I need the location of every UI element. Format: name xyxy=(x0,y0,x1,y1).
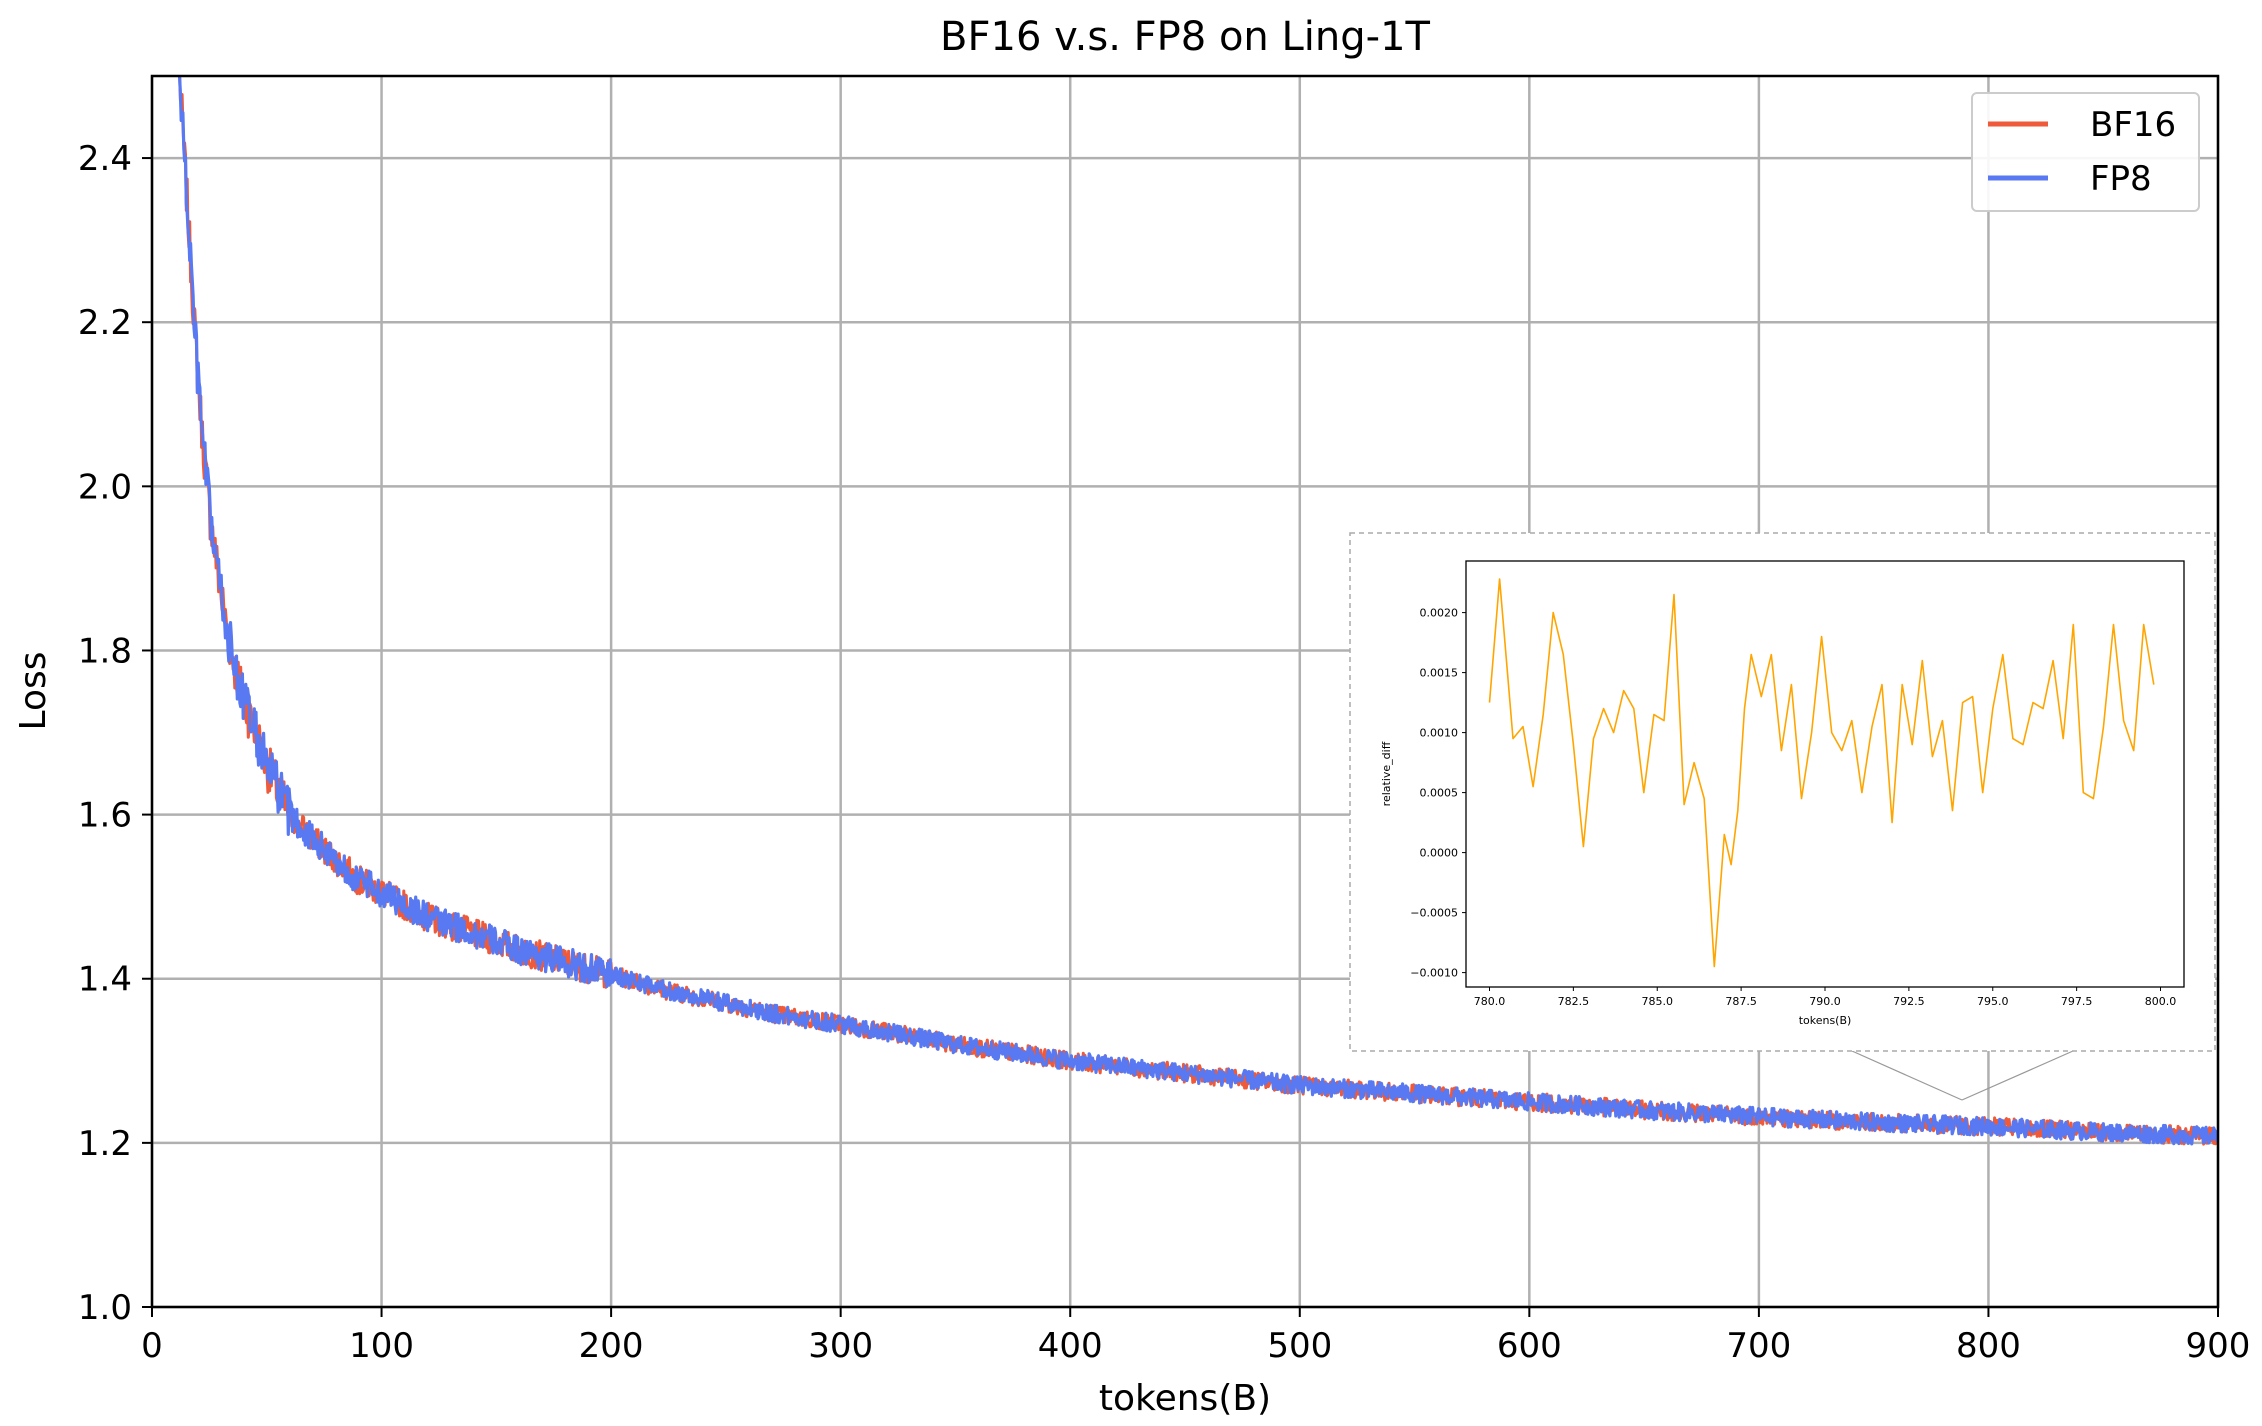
x-tick-label: 0 xyxy=(141,1326,163,1366)
y-tick-label: 1.6 xyxy=(78,796,132,836)
chart-title: BF16 v.s. FP8 on Ling-1T xyxy=(940,14,1430,60)
y-tick-label: 1.0 xyxy=(78,1288,132,1328)
inset-x-tick-label: 797.5 xyxy=(2061,995,2093,1008)
inset-y-tick-label: −0.0005 xyxy=(1410,907,1458,920)
x-tick-label: 700 xyxy=(1726,1326,1791,1366)
y-tick-label: 2.4 xyxy=(78,139,132,179)
legend-label-bf16: BF16 xyxy=(2090,105,2176,145)
inset-series-group xyxy=(1488,578,2155,968)
inset-x-tick-label: 792.5 xyxy=(1893,995,1925,1008)
inset-y-axis-label: relative_diff xyxy=(1380,741,1393,806)
inset-x-tick-label: 787.5 xyxy=(1725,995,1757,1008)
zoom-connector-left xyxy=(1851,1050,1963,1101)
series-line-fp8 xyxy=(177,76,2218,1146)
inset-x-tick-label: 795.0 xyxy=(1977,995,2009,1008)
inset-background xyxy=(1349,532,2216,1052)
x-tick-label: 300 xyxy=(808,1326,873,1366)
inset-y-tick-label: 0.0015 xyxy=(1420,667,1459,680)
inset-y-tick-label: 0.0010 xyxy=(1420,727,1459,740)
main-series-group xyxy=(177,76,2218,1146)
y-tick-label: 2.2 xyxy=(78,303,132,343)
y-tick-label: 1.4 xyxy=(78,960,132,1000)
inset-x-axis-label: tokens(B) xyxy=(1799,1014,1852,1027)
plot-frame xyxy=(150,74,2220,1309)
x-tick-label: 600 xyxy=(1497,1326,1562,1366)
y-axis-label: Loss xyxy=(13,652,54,731)
legend: BF16 FP8 xyxy=(1971,92,2200,212)
y-tick-label: 2.0 xyxy=(78,467,132,507)
inset-y-tick-label: 0.0005 xyxy=(1420,787,1459,800)
y-tick-label: 1.2 xyxy=(78,1124,132,1164)
main-ticks: 0 100 200 300 400 500 600 700 800 900 1.0 1.2 1.4 1.6… xyxy=(78,139,2251,1366)
inset-y-tick-label: −0.0010 xyxy=(1410,967,1458,980)
zoom-connector-right xyxy=(1961,1050,2074,1101)
inset-x-tick-label: 800.0 xyxy=(2145,995,2177,1008)
x-axis-label: tokens(B) xyxy=(1099,1378,1271,1419)
x-tick-label: 200 xyxy=(579,1326,644,1366)
y-tick-label: 1.8 xyxy=(78,631,132,671)
inset-x-tick-label: 782.5 xyxy=(1558,995,1590,1008)
legend-label-fp8: FP8 xyxy=(2090,159,2152,199)
x-tick-label: 100 xyxy=(349,1326,414,1366)
inset-y-tick-label: 0.0000 xyxy=(1420,847,1459,860)
x-tick-label: 900 xyxy=(2186,1326,2251,1366)
x-tick-label: 400 xyxy=(1038,1326,1103,1366)
inset-series-line xyxy=(1488,578,2155,968)
inset-x-tick-label: 790.0 xyxy=(1809,995,1841,1008)
x-tick-label: 800 xyxy=(1956,1326,2021,1366)
inset-panel: 780.0 782.5 785.0 787.5 790.0 792.5 795.0 797.5… xyxy=(1349,532,2216,1052)
x-tick-label: 500 xyxy=(1267,1326,1332,1366)
inset-ticks: 780.0 782.5 785.0 787.5 790.0 792.5 795.0 797.5… xyxy=(1410,607,2176,1008)
inset-x-tick-label: 785.0 xyxy=(1641,995,1673,1008)
inset-y-tick-label: 0.0020 xyxy=(1420,607,1459,620)
inset-x-tick-label: 780.0 xyxy=(1474,995,1506,1008)
